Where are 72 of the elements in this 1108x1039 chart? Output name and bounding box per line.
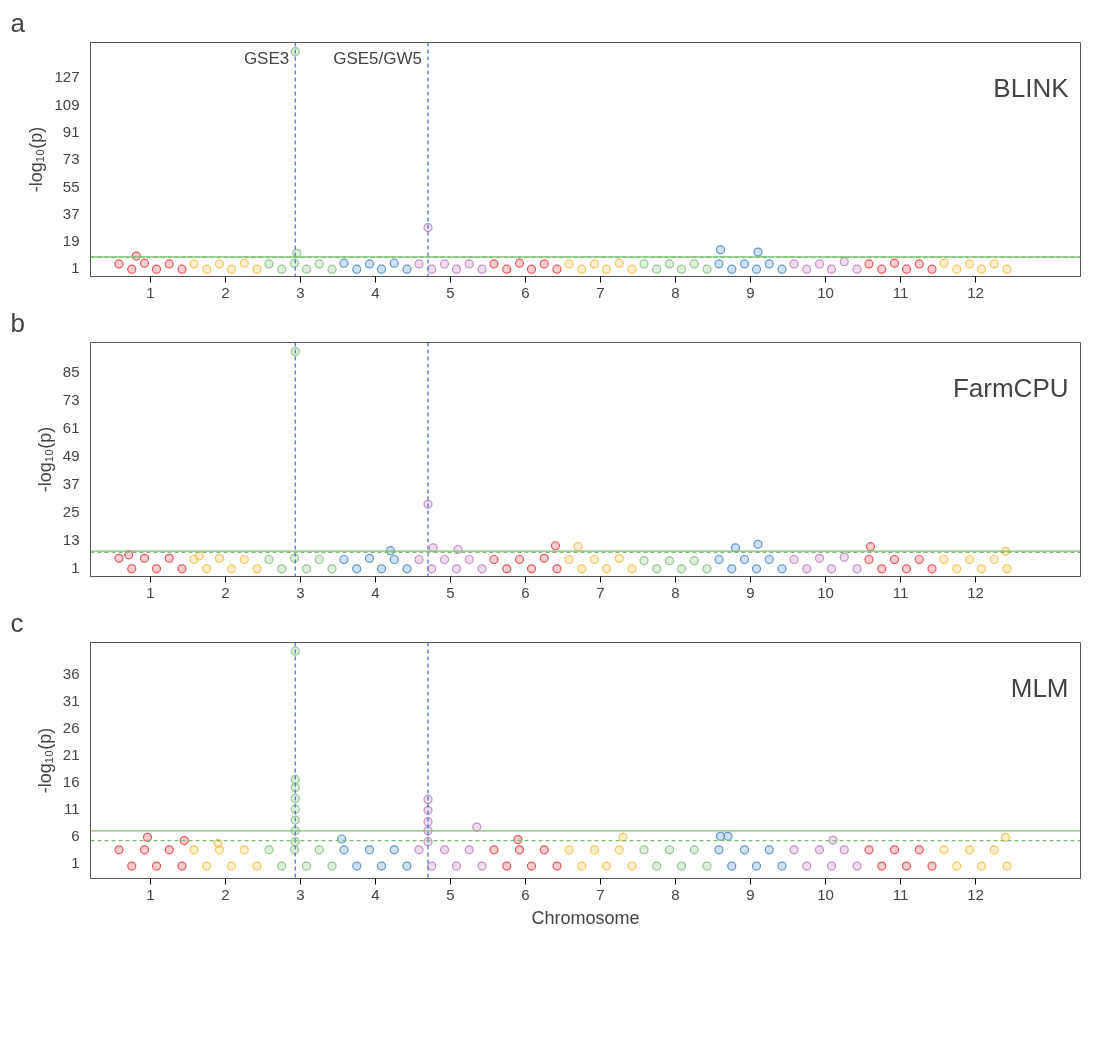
y-tick-label: 1 — [71, 558, 80, 576]
y-tick-label: 85 — [62, 363, 80, 381]
x-tick-label: 8 — [671, 583, 680, 601]
x-tick-label: 10 — [817, 885, 834, 903]
y-tick-label: 73 — [62, 391, 80, 409]
y-tick-label: 31 — [62, 691, 80, 709]
y-tick-label: 55 — [62, 177, 80, 195]
x-tick-label: 7 — [596, 885, 605, 903]
y-tick-label: 109 — [54, 95, 80, 113]
y-tick-label: 37 — [62, 474, 80, 492]
chart-title: c — [10, 607, 24, 638]
x-tick-label: 10 — [817, 283, 834, 301]
y-tick-label: 25 — [62, 502, 80, 520]
x-tick-label: 1 — [146, 885, 155, 903]
y-tick-label: 11 — [63, 800, 80, 818]
x-tick-label: 1 — [146, 283, 155, 301]
chart-title: a — [10, 7, 26, 38]
chart-title: b — [10, 307, 25, 338]
y-tick-label: 16 — [62, 773, 80, 791]
annotation: MLM — [1010, 672, 1069, 703]
y-tick-label: 6 — [71, 827, 80, 845]
y-tick-label: 21 — [62, 746, 80, 764]
x-tick-label: 9 — [746, 283, 755, 301]
x-tick-label: 6 — [521, 283, 530, 301]
x-tick-label: 6 — [521, 885, 530, 903]
y-axis-title: -log₁₀(p) — [34, 426, 55, 493]
x-tick-label: 2 — [221, 283, 230, 301]
x-tick-label: 3 — [296, 583, 305, 601]
x-tick-label: 10 — [817, 583, 834, 601]
ref-line-label: GSE5/GW5 — [333, 48, 423, 68]
y-tick-label: 36 — [62, 664, 80, 682]
x-tick-label: 5 — [446, 885, 455, 903]
y-tick-label: 26 — [62, 719, 80, 737]
y-tick-label: 49 — [62, 446, 80, 464]
y-tick-label: 91 — [62, 122, 80, 140]
x-tick-label: 9 — [746, 885, 755, 903]
x-tick-label: 5 — [446, 583, 455, 601]
y-axis-title: -log₁₀(p) — [26, 126, 47, 193]
y-tick-label: 13 — [62, 530, 80, 548]
y-tick-label: 19 — [62, 232, 80, 250]
x-tick-label: 8 — [671, 283, 680, 301]
x-tick-label: 1 — [146, 583, 155, 601]
y-tick-label: 61 — [62, 418, 80, 436]
x-tick-label: 6 — [521, 583, 530, 601]
y-tick-label: 37 — [62, 204, 80, 222]
y-tick-label: 127 — [54, 68, 80, 86]
x-tick-label: 8 — [671, 885, 680, 903]
x-tick-label: 4 — [371, 885, 380, 903]
x-tick-label: 12 — [967, 283, 984, 301]
y-axis-title: -log₁₀(p) — [34, 727, 55, 794]
x-tick-label: 11 — [892, 583, 909, 601]
annotation: BLINK — [993, 72, 1070, 103]
x-tick-label: 9 — [746, 583, 755, 601]
x-tick-label: 2 — [221, 885, 230, 903]
x-tick-label: 12 — [967, 583, 984, 601]
x-tick-label: 3 — [296, 885, 305, 903]
ref-line-label: GSE3 — [243, 48, 290, 68]
x-tick-label: 2 — [221, 583, 230, 601]
annotation: FarmCPU — [952, 372, 1069, 403]
x-tick-label: 4 — [371, 583, 380, 601]
x-tick-label: 4 — [371, 283, 380, 301]
y-tick-label: 1 — [71, 854, 80, 872]
y-tick-label: 73 — [62, 150, 80, 168]
x-tick-label: 11 — [892, 885, 909, 903]
x-tick-label: 3 — [296, 283, 305, 301]
x-tick-label: 11 — [892, 283, 909, 301]
x-tick-label: 7 — [596, 583, 605, 601]
y-tick-label: 1 — [71, 259, 80, 277]
x-axis-title: Chromosome — [531, 907, 640, 928]
x-tick-label: 7 — [596, 283, 605, 301]
x-tick-label: 5 — [446, 283, 455, 301]
x-tick-label: 12 — [967, 885, 984, 903]
